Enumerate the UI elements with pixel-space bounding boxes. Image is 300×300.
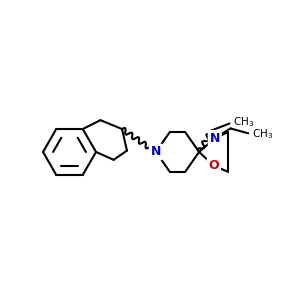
Text: CH$_3$: CH$_3$ bbox=[233, 116, 255, 129]
Text: O: O bbox=[208, 159, 219, 172]
Text: N: N bbox=[210, 132, 220, 145]
Text: N: N bbox=[151, 146, 161, 158]
Text: CH$_3$: CH$_3$ bbox=[252, 128, 273, 141]
